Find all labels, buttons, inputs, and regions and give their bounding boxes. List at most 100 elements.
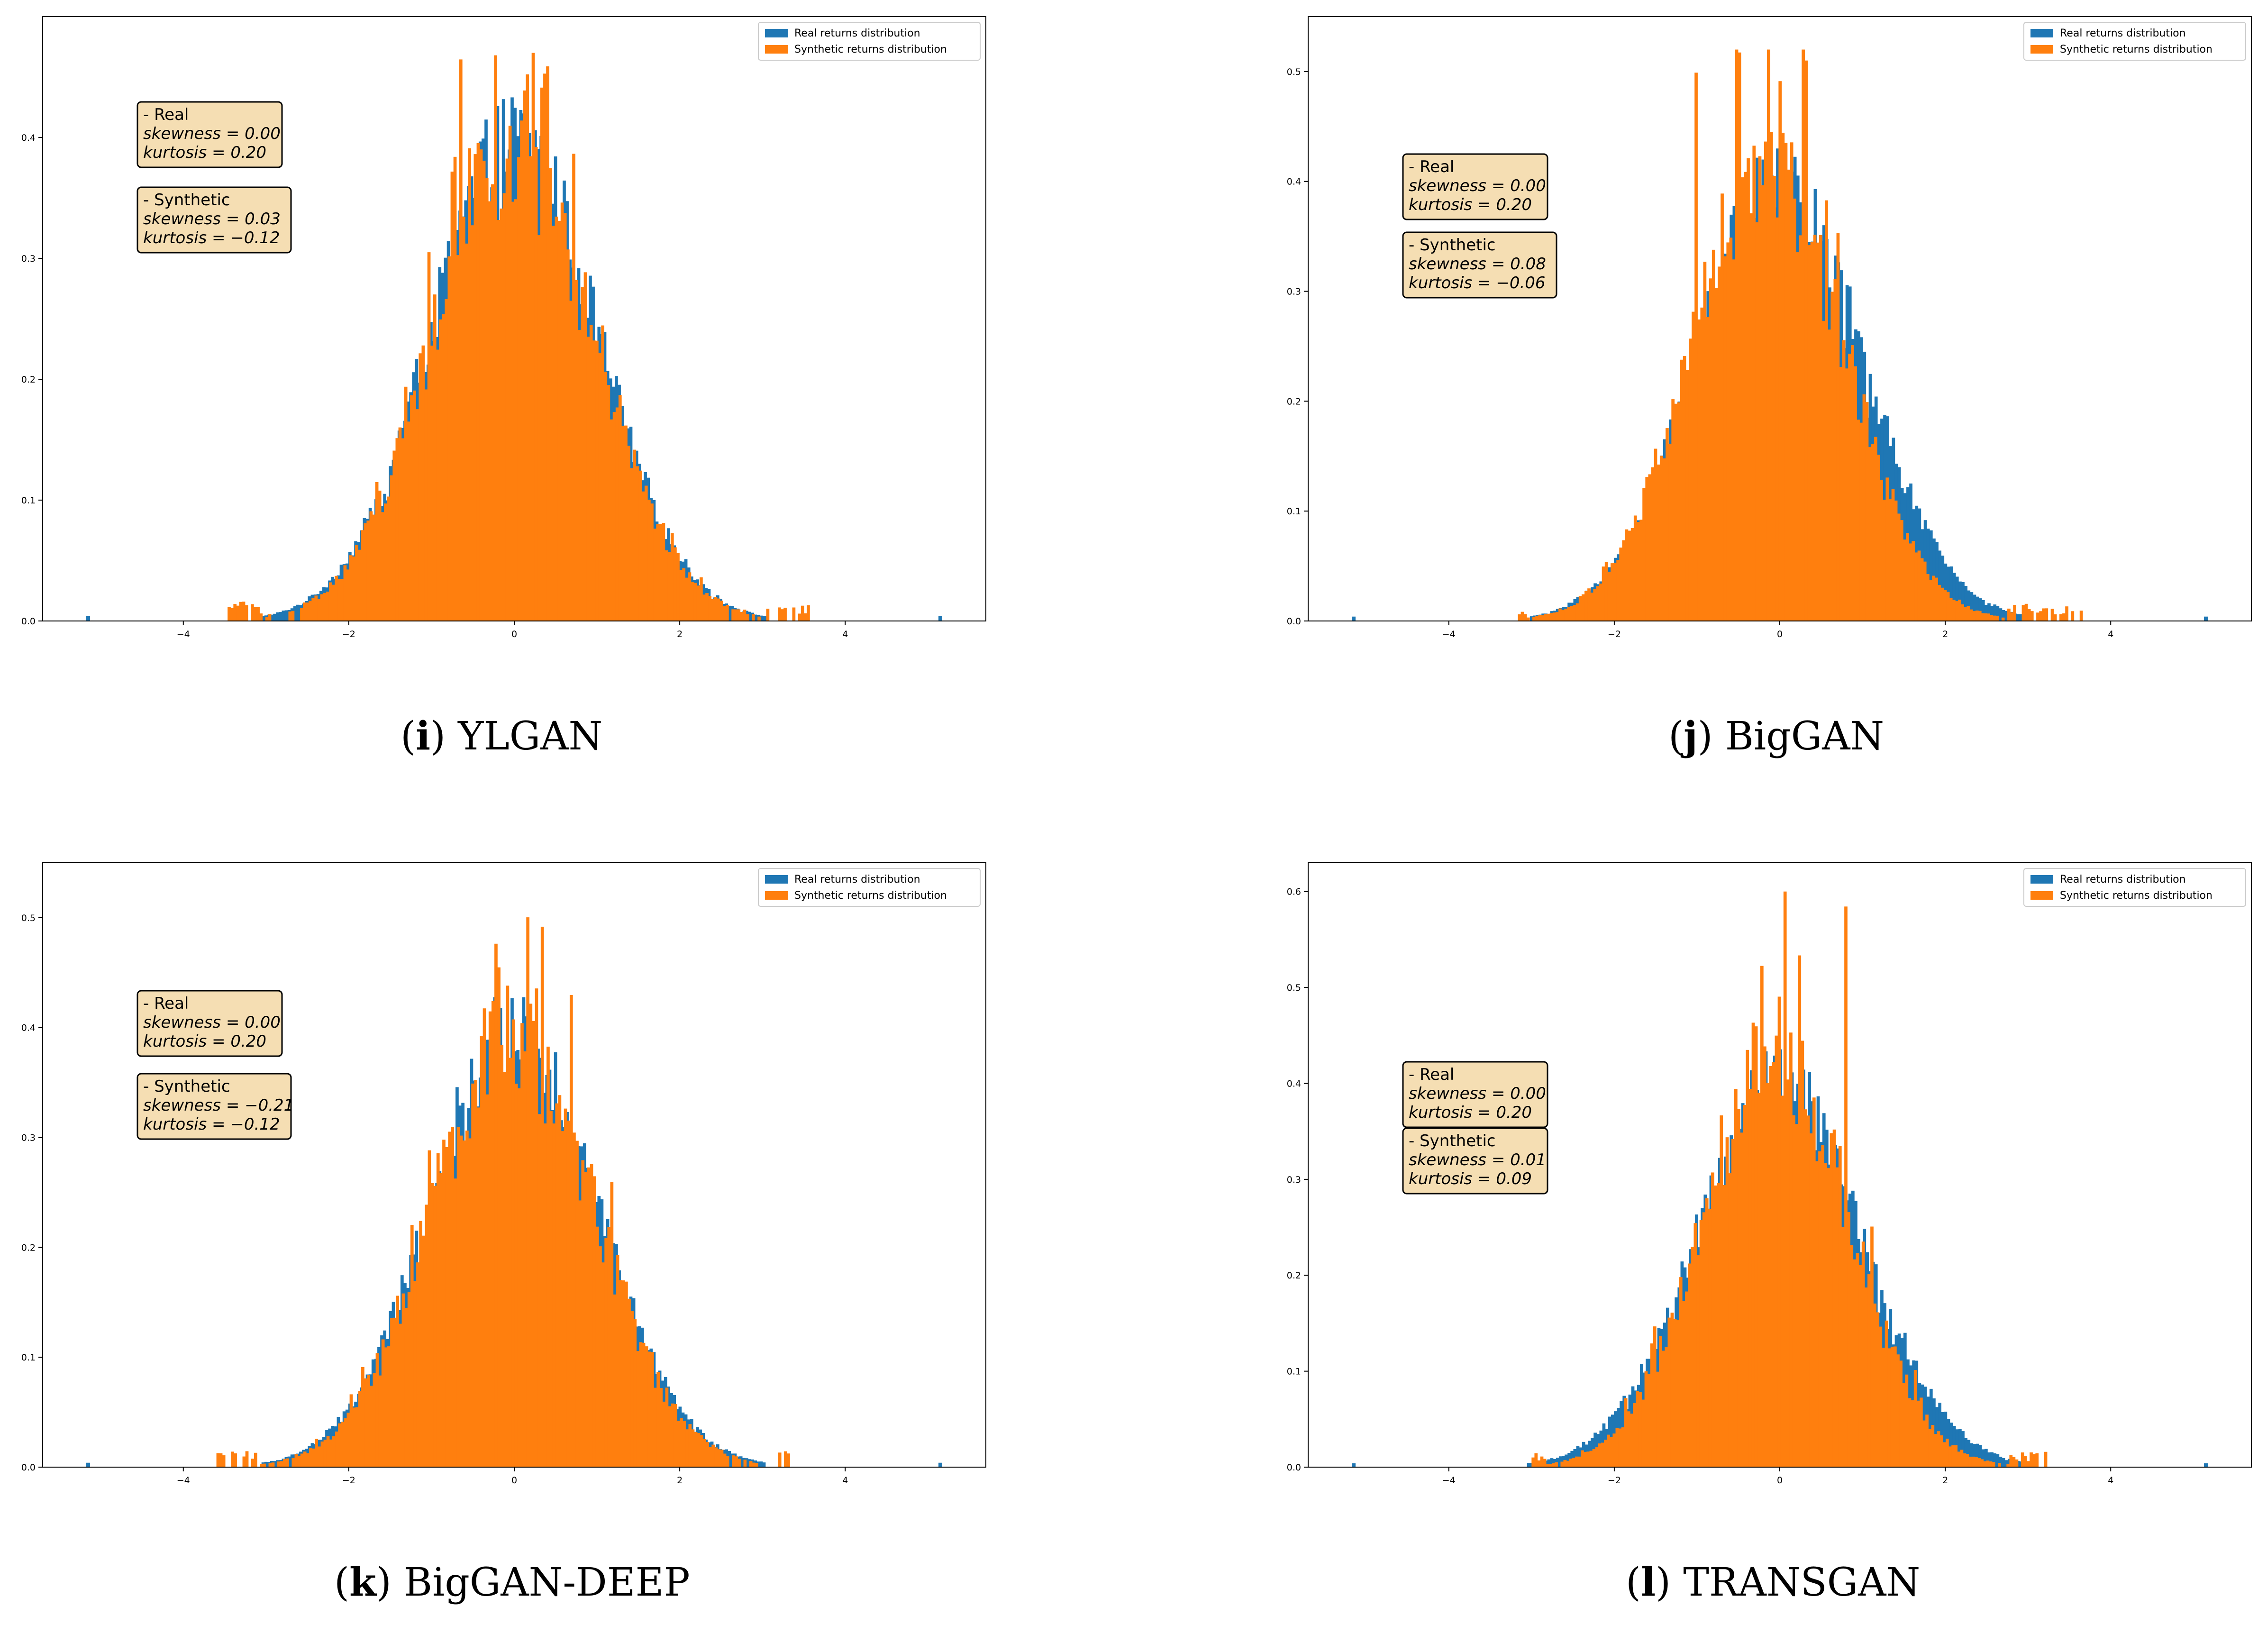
synthetic-bar bbox=[517, 157, 520, 621]
synthetic-bar bbox=[1868, 447, 1872, 621]
synthetic-bar bbox=[766, 609, 770, 621]
synthetic-bar bbox=[384, 503, 387, 621]
synthetic-bar bbox=[604, 372, 608, 621]
synthetic-bar bbox=[1816, 242, 1820, 621]
synthetic-bar bbox=[242, 1456, 246, 1467]
synthetic-bar bbox=[456, 1127, 460, 1467]
synthetic-bar bbox=[659, 524, 663, 621]
synthetic-bar bbox=[1552, 612, 1556, 621]
synthetic-bar bbox=[526, 74, 529, 621]
synthetic-series bbox=[1518, 49, 2083, 621]
synthetic-bar bbox=[693, 583, 697, 621]
synthetic-stats-box-line: kurtosis = −0.12 bbox=[143, 1115, 280, 1134]
real-bar bbox=[279, 612, 282, 621]
synthetic-bar bbox=[1775, 217, 1779, 621]
synthetic-bar bbox=[1845, 368, 1848, 621]
x-tick-label: −2 bbox=[1608, 629, 1621, 639]
synthetic-bar bbox=[1764, 141, 1767, 621]
synthetic-bar bbox=[375, 1353, 379, 1467]
real-bar bbox=[1985, 1449, 1988, 1467]
synthetic-bar bbox=[1865, 402, 1869, 621]
legend-label-real: Real returns distribution bbox=[794, 27, 920, 39]
synthetic-bar bbox=[610, 419, 613, 621]
synthetic-bar bbox=[578, 1200, 582, 1467]
synthetic-bar bbox=[442, 1140, 446, 1467]
legend-label-real: Real returns distribution bbox=[2060, 874, 2186, 885]
synthetic-bar bbox=[2036, 612, 2039, 621]
synthetic-bar bbox=[1833, 279, 1837, 621]
synthetic-bar bbox=[636, 1351, 640, 1467]
synthetic-bar bbox=[557, 220, 561, 621]
y-tick-label: 0.6 bbox=[1287, 887, 1301, 897]
x-tick-label: 2 bbox=[1942, 1475, 1948, 1486]
synthetic-bar bbox=[1839, 367, 1843, 621]
legend-swatch-synthetic bbox=[765, 45, 788, 54]
synthetic-bar bbox=[430, 346, 434, 621]
synthetic-bar bbox=[2030, 611, 2034, 621]
legend-frame bbox=[758, 22, 981, 61]
synthetic-bar bbox=[653, 529, 656, 621]
synthetic-bar bbox=[667, 552, 671, 621]
synthetic-bar bbox=[1711, 1172, 1714, 1467]
legend-swatch-synthetic bbox=[2030, 891, 2053, 900]
legend-swatch-real bbox=[765, 875, 788, 884]
synthetic-bar bbox=[607, 1227, 611, 1467]
real-bar bbox=[1967, 590, 1971, 621]
chart-svg-i: −4 −2 0 2 4 0.0 0.1 0.2 0.3 0.4 Real returns distr… bbox=[21, 16, 986, 639]
real-bar bbox=[1996, 606, 2000, 621]
synthetic-bar bbox=[1987, 613, 1990, 621]
synthetic-bar bbox=[685, 1429, 689, 1467]
synthetic-bar bbox=[372, 514, 376, 621]
synthetic-bar bbox=[1532, 617, 1536, 621]
synthetic-bar bbox=[413, 390, 416, 621]
synthetic-bar bbox=[474, 1080, 478, 1467]
real-bar bbox=[2004, 1460, 2008, 1467]
synthetic-bar bbox=[349, 555, 353, 621]
synthetic-bar bbox=[1558, 608, 1562, 621]
synthetic-bar bbox=[1894, 500, 1898, 621]
synthetic-stats-box-line: - Synthetic bbox=[1409, 236, 1496, 255]
synthetic-bar bbox=[514, 199, 518, 621]
synthetic-bar bbox=[787, 1453, 790, 1467]
synthetic-bar bbox=[1651, 467, 1655, 621]
synthetic-bar bbox=[1619, 548, 1623, 621]
synthetic-bar bbox=[381, 1339, 385, 1467]
synthetic-bar bbox=[1770, 132, 1773, 621]
synthetic-bar bbox=[1740, 177, 1744, 621]
synthetic-bar bbox=[722, 606, 726, 621]
synthetic-bar bbox=[737, 609, 741, 621]
synthetic-bar bbox=[621, 426, 625, 621]
synthetic-bar bbox=[315, 1439, 319, 1467]
synthetic-bar bbox=[288, 612, 292, 621]
synthetic-bar bbox=[625, 1281, 628, 1467]
y-tick-label: 0.5 bbox=[1287, 983, 1301, 993]
synthetic-bar bbox=[2032, 1454, 2036, 1467]
y-tick-label: 0.4 bbox=[1287, 1078, 1301, 1089]
synthetic-bar bbox=[1932, 575, 1935, 621]
synthetic-bar bbox=[613, 1294, 617, 1467]
synthetic-bar bbox=[639, 1342, 643, 1467]
synthetic-bar bbox=[665, 1387, 669, 1467]
synthetic-bar bbox=[784, 1451, 787, 1467]
real-bar bbox=[1987, 603, 1991, 621]
synthetic-bar bbox=[720, 1450, 724, 1467]
synthetic-bar bbox=[1822, 320, 1825, 621]
synthetic-bar bbox=[1560, 1461, 1564, 1467]
synthetic-bar bbox=[1997, 1463, 2001, 1467]
synthetic-bar bbox=[1743, 1105, 1747, 1467]
synthetic-bar bbox=[647, 1351, 651, 1467]
synthetic-bar bbox=[1650, 1343, 1654, 1467]
synthetic-bar bbox=[688, 572, 692, 621]
synthetic-bar bbox=[740, 612, 744, 621]
synthetic-bar bbox=[1983, 1461, 1987, 1467]
synthetic-bar bbox=[792, 607, 796, 621]
real-bar bbox=[270, 614, 273, 621]
y-tick-label: 0.0 bbox=[21, 1462, 36, 1473]
synthetic-bar bbox=[280, 1461, 283, 1467]
synthetic-bar bbox=[1637, 522, 1640, 621]
synthetic-bar bbox=[1668, 444, 1672, 621]
y-tick-label: 0.3 bbox=[21, 254, 36, 264]
real-bar bbox=[1530, 616, 1533, 621]
synthetic-bar bbox=[216, 1453, 220, 1467]
